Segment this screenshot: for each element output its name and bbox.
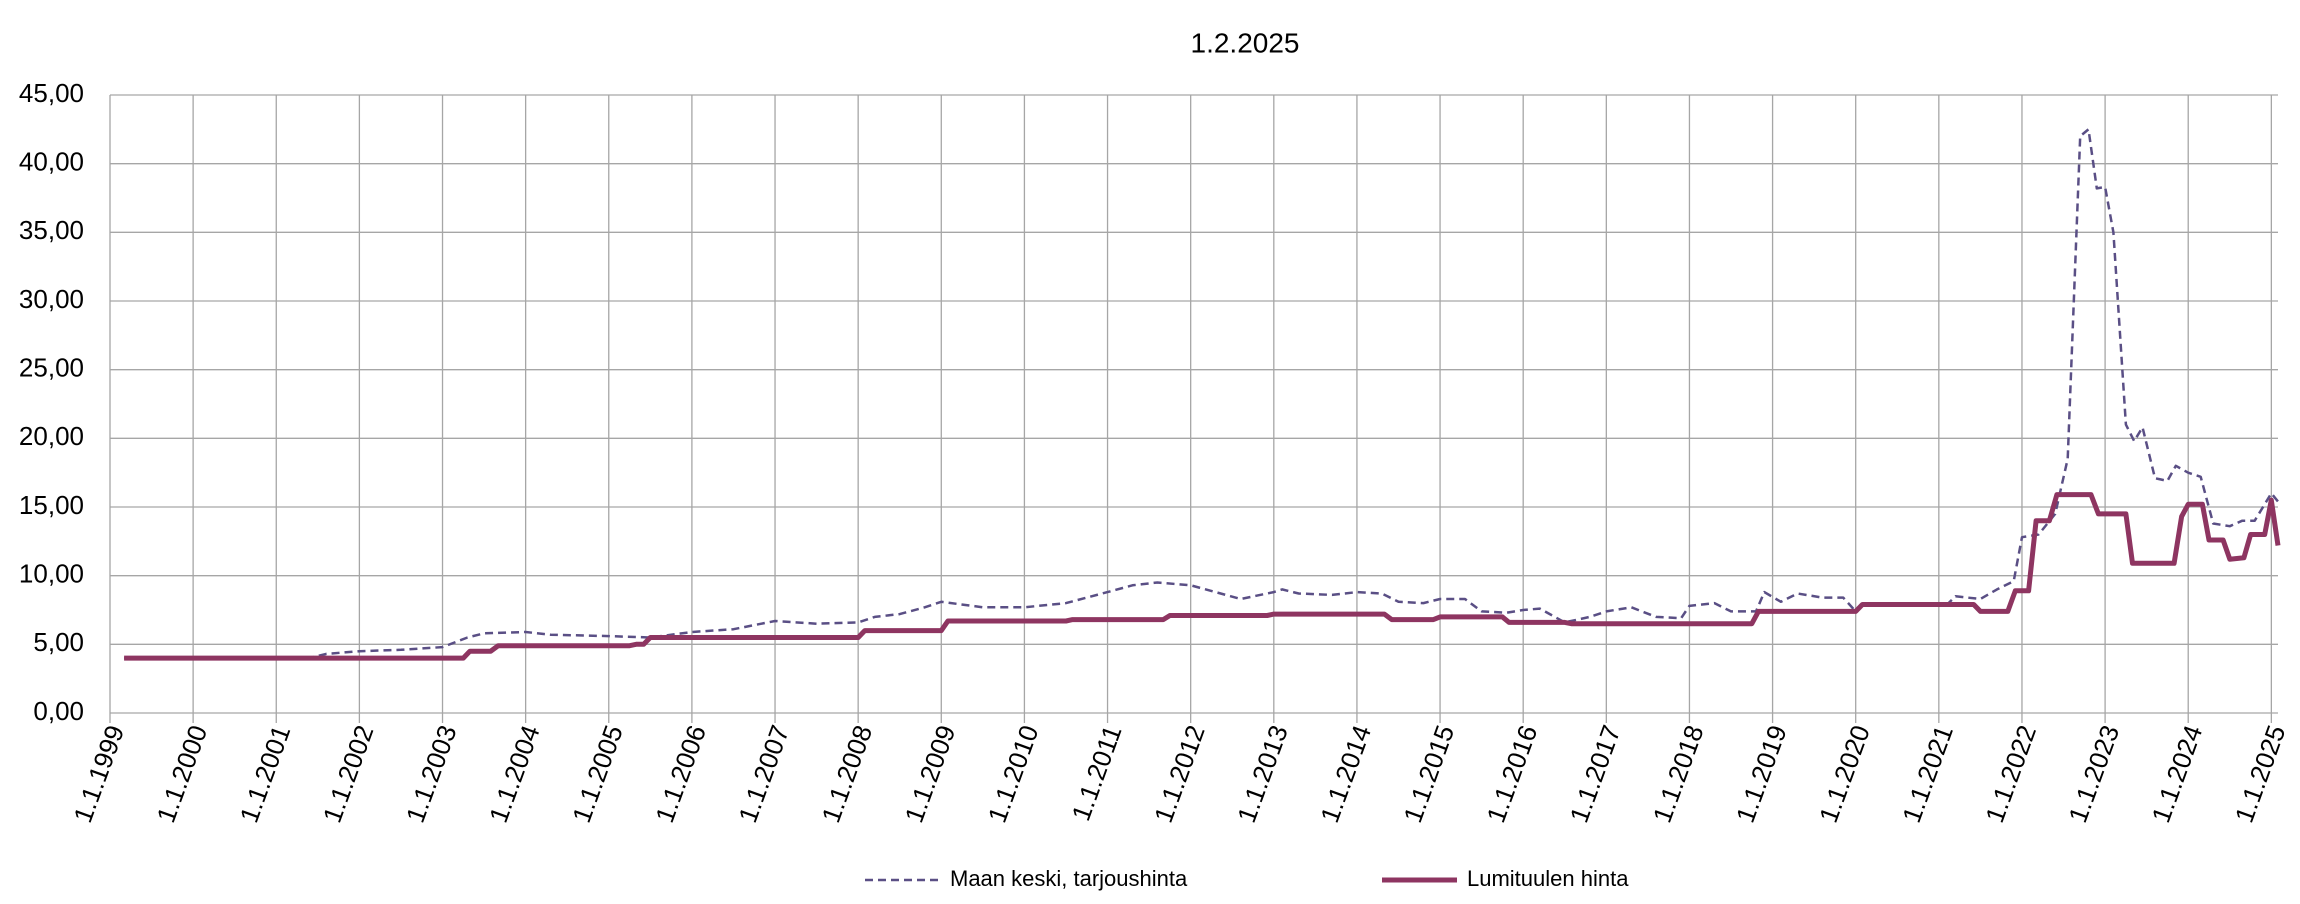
x-tick-label: 1.1.2012 [1148, 721, 1211, 826]
x-tick-label: 1.1.2020 [1813, 721, 1876, 826]
legend-label: Lumituulen hinta [1467, 866, 1629, 891]
x-tick-label: 1.1.2004 [483, 721, 546, 826]
chart-title: 1.2.2025 [1191, 27, 1300, 58]
y-tick-label: 5,00 [33, 627, 84, 657]
x-tick-label: 1.1.2003 [400, 721, 463, 826]
x-tick-label: 1.1.2018 [1647, 721, 1710, 826]
x-tick-label: 1.1.2025 [2229, 721, 2292, 826]
x-tick-label: 1.1.2009 [899, 721, 962, 826]
x-tick-label: 1.1.2015 [1397, 721, 1460, 826]
x-tick-label: 1.1.1999 [67, 721, 130, 826]
x-tick-label: 1.1.2006 [649, 721, 712, 826]
x-tick-label: 1.1.2002 [317, 721, 380, 826]
x-tick-label: 1.1.2010 [982, 721, 1045, 826]
x-tick-label: 1.1.2021 [1896, 721, 1959, 826]
y-tick-label: 20,00 [19, 421, 84, 451]
legend-item: Lumituulen hinta [1382, 866, 1629, 891]
x-tick-label: 1.1.2000 [150, 721, 213, 826]
data-line [124, 128, 2279, 660]
legend-item: Maan keski, tarjoushinta [865, 866, 1188, 891]
y-tick-label: 10,00 [19, 559, 84, 589]
y-tick-label: 0,00 [33, 696, 84, 726]
y-tick-label: 35,00 [19, 215, 84, 245]
x-tick-label: 1.1.2023 [2062, 721, 2125, 826]
x-tick-label: 1.1.2017 [1564, 721, 1627, 826]
x-tick-label: 1.1.2011 [1065, 721, 1127, 825]
y-tick-label: 40,00 [19, 147, 84, 177]
y-tick-label: 45,00 [19, 78, 84, 108]
x-tick-label: 1.1.2019 [1730, 721, 1793, 826]
x-tick-label: 1.1.2013 [1231, 721, 1294, 826]
x-tick-label: 1.1.2005 [566, 721, 629, 826]
x-tick-label: 1.1.2016 [1480, 721, 1543, 826]
x-tick-label: 1.1.2007 [732, 721, 795, 826]
y-tick-label: 30,00 [19, 284, 84, 314]
y-tick-label: 15,00 [19, 490, 84, 520]
legend-label: Maan keski, tarjoushinta [950, 866, 1188, 891]
x-tick-label: 1.1.2022 [1979, 721, 2042, 826]
x-tick-label: 1.1.2001 [234, 721, 297, 826]
x-tick-label: 1.1.2024 [2146, 721, 2209, 826]
x-tick-label: 1.1.2008 [815, 721, 878, 826]
y-tick-label: 25,00 [19, 353, 84, 383]
x-tick-label: 1.1.2014 [1314, 721, 1377, 826]
data-line [124, 492, 2281, 661]
